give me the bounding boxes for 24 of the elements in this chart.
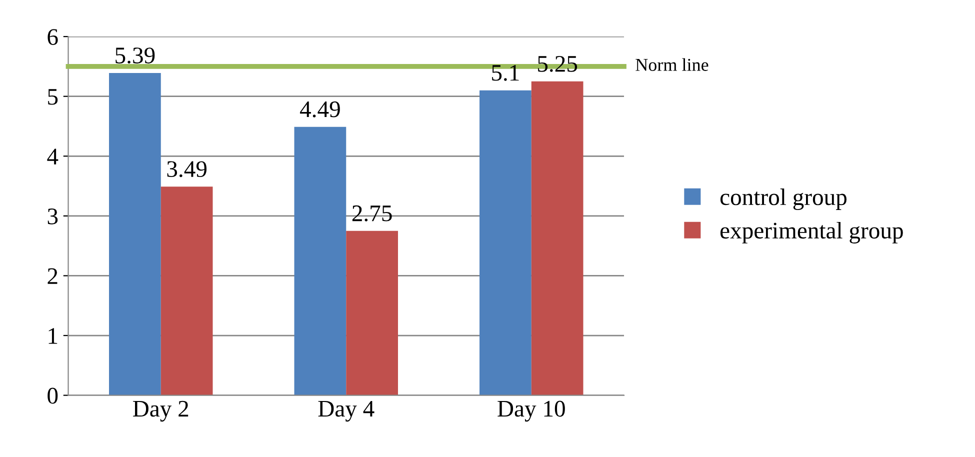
y-tick-label: 6 [48,29,58,45]
data-label: 4.49 [300,101,340,118]
y-tick-label: 5 [48,89,58,105]
x-tick-label: Day 10 [498,400,565,422]
y-tick-label: 2 [48,268,58,284]
bar [160,186,213,396]
bar [480,90,532,396]
x-tick-label: Day 4 [318,400,374,422]
legend-label: control group [720,188,847,210]
ref-line-label: Norm line [636,58,708,71]
data-label: 5.39 [116,48,155,64]
bar [294,126,346,396]
data-label: 2.75 [352,205,392,222]
data-label: 5.1 [492,64,519,81]
bar [109,73,161,396]
x-tick-label: Day 2 [133,400,188,422]
y-tick-label: 0 [48,388,58,404]
y-tick-label: 1 [48,328,58,344]
bar [531,81,584,396]
bar [346,230,398,396]
y-tick-label: 3 [48,208,58,224]
data-label: 3.49 [167,161,207,178]
legend-label: experimental group [720,222,903,244]
y-tick-label: 4 [47,148,58,164]
